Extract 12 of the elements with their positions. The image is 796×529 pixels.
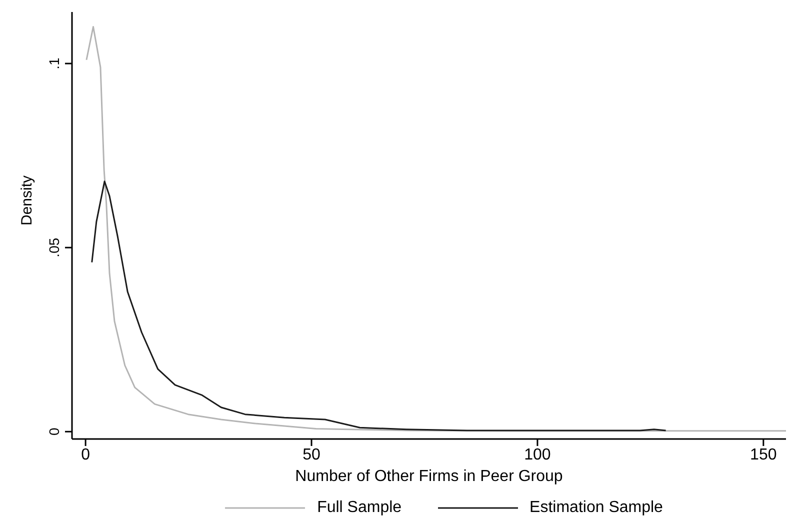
legend-label: Full Sample (317, 499, 402, 517)
x-tick-label: 150 (750, 446, 777, 464)
line-series (91, 180, 667, 432)
x-tick-label: 100 (524, 446, 551, 464)
y-tick-label: .1 (46, 57, 62, 70)
y-tick-label: .05 (46, 238, 62, 258)
x-tick-label: 0 (81, 446, 90, 464)
x-axis-title: Number of Other Firms in Peer Group (295, 468, 563, 485)
legend-label: Estimation Sample (530, 499, 663, 517)
y-tick-label: 0 (46, 428, 62, 436)
x-tick-label: 50 (302, 446, 321, 464)
y-axis-title: Density (18, 174, 36, 226)
